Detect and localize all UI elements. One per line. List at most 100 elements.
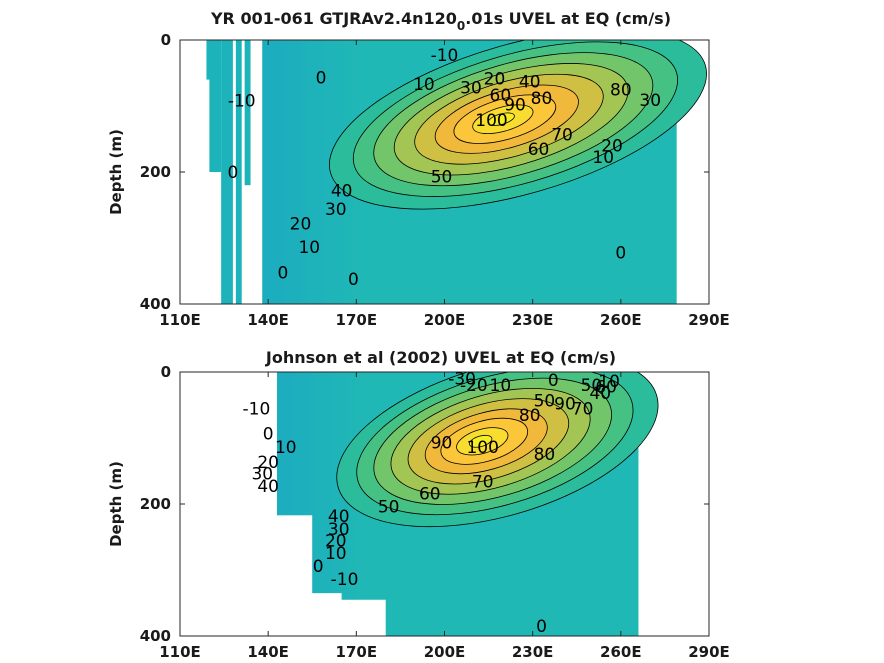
contour-label: 20 (325, 531, 347, 551)
y-tick-label: 200 (140, 163, 171, 181)
contour-label: 30 (325, 200, 347, 220)
contour-label: -10 (431, 46, 459, 66)
contour-label: 20 (257, 453, 279, 473)
contour-line-8 (487, 112, 515, 126)
contour-label: 10 (598, 372, 620, 392)
contour-label: 40 (589, 384, 611, 404)
x-tick-label: 290E (688, 643, 730, 661)
contour-label: 10 (275, 438, 297, 458)
contour-label: 80 (519, 406, 541, 426)
contour-label: 20 (290, 214, 312, 234)
contour-line-4 (407, 398, 570, 485)
contour-label: 100 (475, 111, 507, 131)
x-tick-label: 140E (247, 311, 289, 329)
y-axis-label-top: Depth (m) (107, 129, 125, 215)
contour-label: 90 (504, 96, 526, 116)
contour-label: -10 (228, 92, 256, 112)
contour-label: 90 (431, 434, 453, 454)
contour-label: 10 (325, 544, 347, 564)
panel-bottom-title: Johnson et al (2002) UVEL at EQ (cm/s) (265, 348, 616, 367)
contour-lines-top (328, 40, 707, 210)
contour-label: 50 (378, 498, 400, 518)
coastal-column-1 (209, 40, 222, 172)
contour-label: -30 (448, 370, 476, 390)
contour-label: 60 (595, 378, 617, 398)
contour-label: 0 (263, 424, 274, 444)
contour-line-3 (390, 387, 591, 495)
contour-label: 20 (601, 137, 623, 157)
y-tick-label: 400 (140, 295, 171, 313)
x-tick-label: 170E (336, 311, 378, 329)
contour-label: 40 (328, 507, 350, 527)
panel-top-title: YR 001-061 GTJRAv2.4n1200.01s UVEL at EQ… (210, 9, 671, 33)
y-axis-label-bottom: Depth (m) (107, 461, 125, 547)
contour-line-3 (393, 63, 629, 176)
contour-line-6 (453, 94, 557, 144)
contour-label: 70 (551, 125, 573, 145)
contour-label: 90 (554, 395, 576, 415)
contour-label: 10 (413, 75, 435, 95)
contour-label: 80 (534, 445, 556, 465)
contour-label: 0 (548, 371, 559, 391)
coastal-column-2 (221, 40, 233, 304)
contour-label: -10 (243, 399, 271, 419)
contour-line-1 (356, 372, 634, 516)
velocity-field-top (206, 40, 707, 304)
contour-label: 30 (251, 465, 273, 485)
contour-line-2 (373, 52, 654, 187)
panel-top: YR 001-061 GTJRAv2.4n1200.01s UVEL at EQ… (107, 9, 730, 329)
contour-line-7 (456, 427, 509, 456)
contour-label: -10 (331, 570, 359, 590)
contour-label: 0 (316, 69, 327, 89)
contour-label: 0 (227, 163, 238, 183)
contour-line-0 (328, 40, 707, 210)
contour-label: 50 (534, 391, 556, 411)
y-tick-label: 200 (140, 495, 171, 513)
contour-label: 50 (581, 376, 603, 396)
contour-line-4 (414, 73, 604, 165)
x-tick-label: 230E (512, 643, 554, 661)
contour-lines-bottom (336, 372, 659, 528)
contour-label: 50 (431, 168, 453, 188)
contour-label: 80 (610, 81, 632, 101)
contour-label: 70 (572, 399, 594, 419)
x-tick-label: 230E (512, 311, 554, 329)
coastal-column-4 (244, 40, 251, 186)
speed-level-fill-8 (469, 435, 492, 448)
speed-level-fill-8 (488, 112, 515, 126)
contour-line-5 (424, 408, 548, 475)
contour-label: 0 (348, 270, 359, 290)
x-tick-label: 290E (688, 311, 730, 329)
contour-label: 30 (639, 91, 661, 111)
y-tick-label: 400 (140, 627, 171, 645)
contour-label: 20 (484, 69, 506, 89)
contour-label: 30 (460, 79, 482, 99)
contour-line-1 (352, 41, 679, 197)
x-tick-label: 200E (424, 311, 466, 329)
contour-label: 10 (490, 376, 512, 396)
contour-label: 10 (592, 148, 614, 168)
contour-line-5 (434, 84, 579, 154)
x-tick-label: 260E (600, 643, 642, 661)
x-tick-label: 260E (600, 311, 642, 329)
contour-label: 30 (328, 520, 350, 540)
x-tick-label: 140E (247, 643, 289, 661)
x-tick-label: 170E (336, 643, 378, 661)
contour-label: 0 (277, 263, 288, 283)
contour-label: 0 (313, 557, 324, 577)
contour-label: 40 (519, 73, 541, 93)
panel-bottom: Johnson et al (2002) UVEL at EQ (cm/s) 1… (107, 348, 730, 661)
contour-label: 60 (419, 484, 441, 504)
contour-label: 40 (331, 181, 353, 201)
contour-label: 80 (531, 89, 553, 109)
contour-label: 60 (528, 140, 550, 160)
contour-label: 0 (536, 617, 547, 637)
contour-line-8 (469, 434, 493, 448)
y-tick-label: 0 (161, 363, 171, 381)
x-tick-label: 110E (159, 311, 201, 329)
